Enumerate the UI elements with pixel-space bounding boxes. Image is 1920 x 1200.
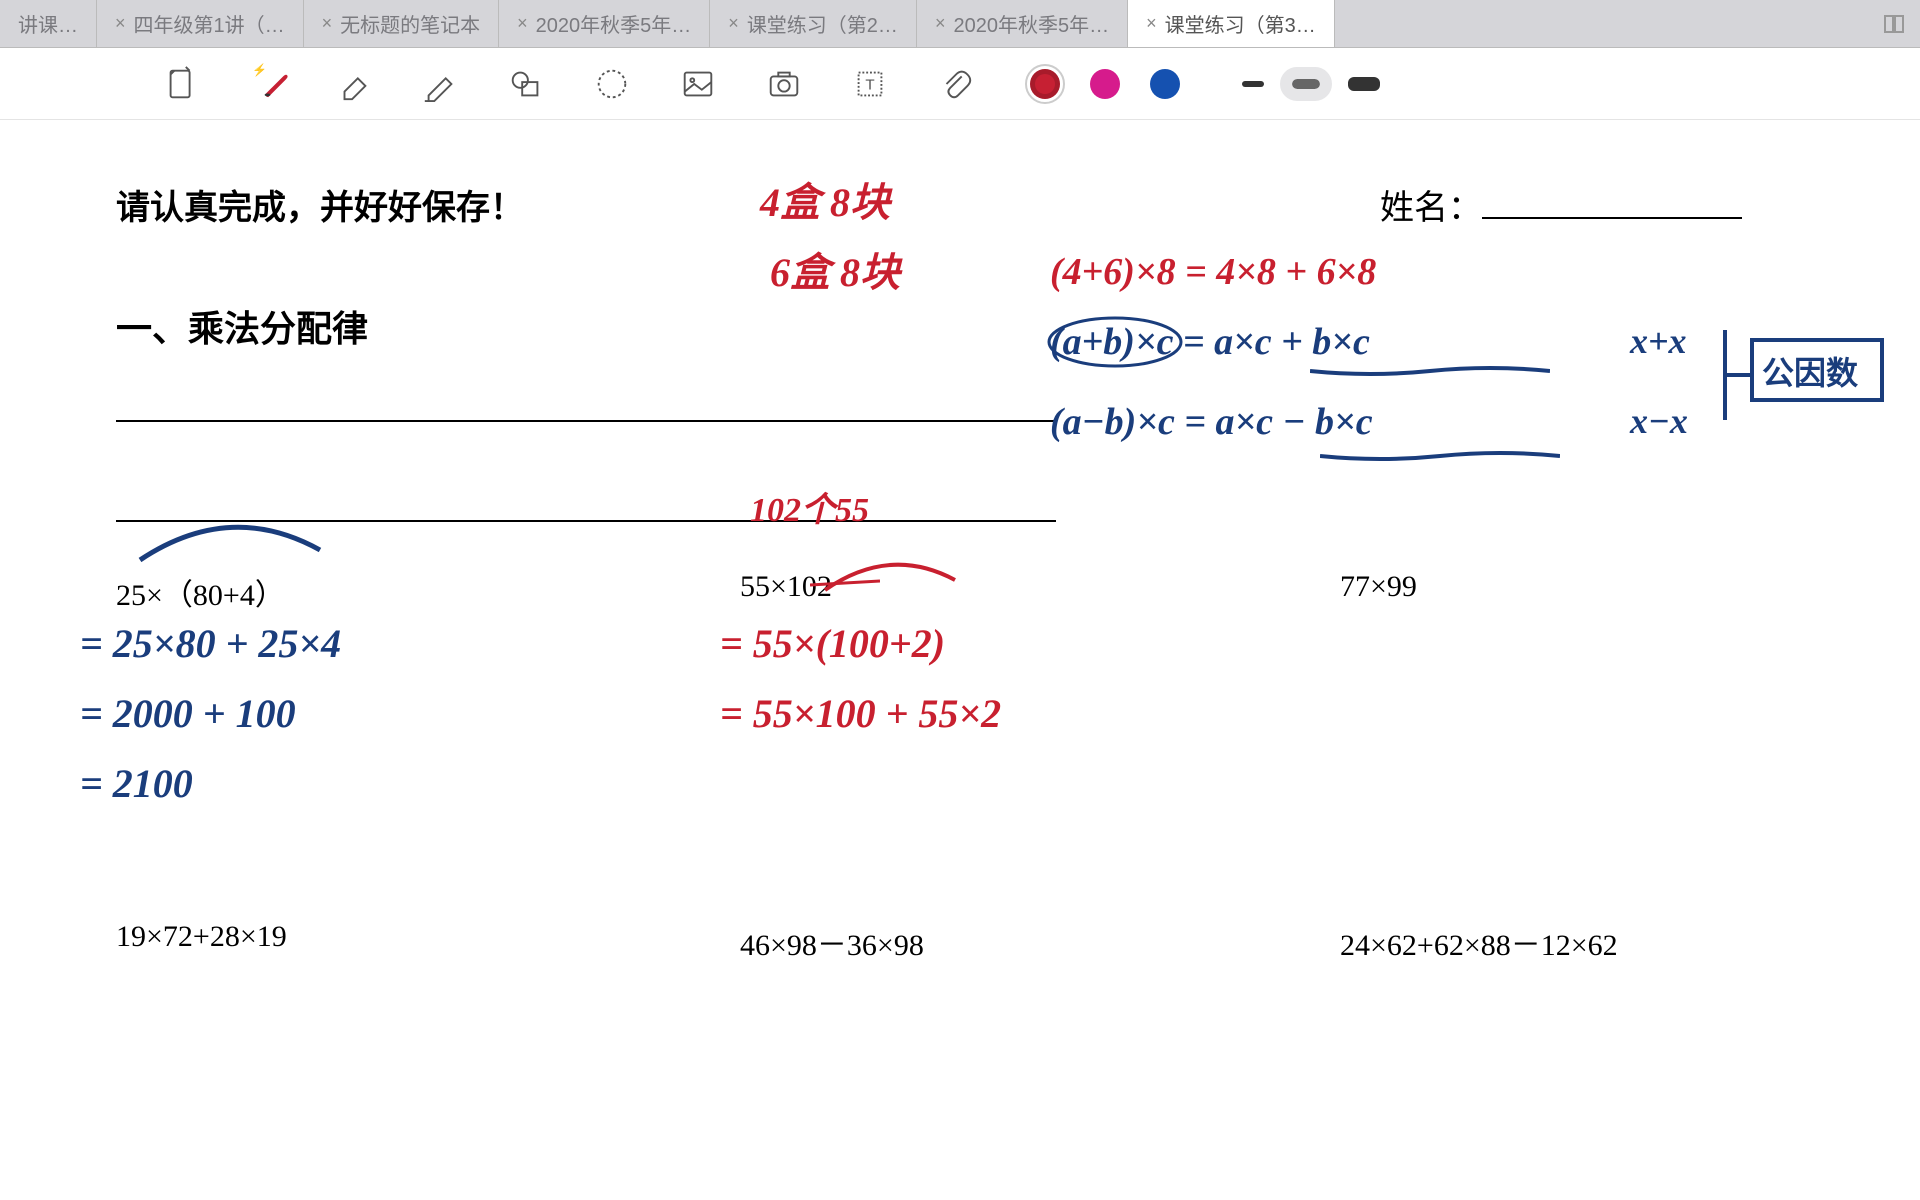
handwriting-stroke: [1310, 365, 1550, 379]
worksheet-header: 请认真完成，并好好保存！: [116, 180, 524, 229]
tab-2[interactable]: × 无标题的笔记本: [304, 0, 500, 47]
color-red[interactable]: [1030, 69, 1060, 99]
color-palette: [1030, 69, 1180, 99]
close-icon[interactable]: ×: [115, 13, 126, 34]
tab-label: 2020年秋季5年…: [953, 9, 1109, 38]
handwriting-blue: x−x: [1630, 400, 1688, 442]
tab-0[interactable]: 讲课…: [0, 0, 97, 47]
close-icon[interactable]: ×: [517, 13, 528, 34]
lasso-tool-icon[interactable]: [590, 62, 634, 106]
handwriting-blue: 公因数: [1762, 348, 1858, 394]
tab-label: 课堂练习（第3…: [1165, 9, 1316, 38]
toolbar: ⚡ T: [0, 48, 1920, 120]
handwriting-blue: = 25×80 + 25×4: [80, 620, 341, 667]
rule-line: [116, 420, 1056, 422]
handwriting-stroke: [810, 575, 880, 595]
tab-label: 2020年秋季5年…: [536, 9, 692, 38]
thickness-medium[interactable]: [1292, 79, 1320, 89]
text-tool-icon[interactable]: T: [848, 62, 892, 106]
close-icon[interactable]: ×: [322, 13, 333, 34]
camera-tool-icon[interactable]: [762, 62, 806, 106]
tab-label: 课堂练习（第2…: [747, 9, 898, 38]
handwriting-red: 6盒 8块: [770, 240, 900, 298]
handwriting-red: = 55×(100+2): [720, 620, 945, 667]
attachment-tool-icon[interactable]: [934, 62, 978, 106]
handwriting-stroke: [130, 510, 330, 570]
thickness-small[interactable]: [1242, 81, 1264, 87]
tab-label: 无标题的笔记本: [340, 9, 480, 38]
problem-4: 19×72+28×19: [116, 920, 287, 954]
handwriting-red: = 55×100 + 55×2: [720, 690, 1001, 737]
eraser-tool-icon[interactable]: [332, 62, 376, 106]
handwriting-blue: x+x: [1630, 320, 1687, 362]
handwriting-blue: (a−b)×c = a×c − b×c: [1050, 400, 1373, 444]
bluetooth-icon: ⚡: [252, 63, 267, 77]
handwriting-stroke: [1045, 315, 1185, 370]
page-tool-icon[interactable]: [160, 62, 204, 106]
handwriting-red: (4+6)×8 = 4×8 + 6×8: [1050, 250, 1376, 294]
problem-6: 24×62+62×88－12×62: [1340, 920, 1618, 964]
canvas[interactable]: 请认真完成，并好好保存！ 姓名： 一、乘法分配律 25×（80+4） 55×10…: [0, 120, 1920, 1200]
shapes-tool-icon[interactable]: [504, 62, 548, 106]
tab-label: 四年级第1讲（…: [134, 9, 285, 38]
problem-3: 77×99: [1340, 570, 1417, 604]
handwriting-blue: = 2000 + 100: [80, 690, 296, 737]
tab-1[interactable]: × 四年级第1讲（…: [97, 0, 304, 47]
close-icon[interactable]: ×: [728, 13, 739, 34]
problem-1: 25×（80+4）: [116, 570, 285, 614]
thickness-large[interactable]: [1348, 77, 1380, 91]
close-icon[interactable]: ×: [935, 13, 946, 34]
color-magenta[interactable]: [1090, 69, 1120, 99]
tab-label: 讲课…: [18, 9, 78, 38]
problem-5: 46×98－36×98: [740, 920, 924, 964]
section-title: 一、乘法分配律: [116, 300, 368, 352]
handwriting-stroke: [1320, 450, 1560, 464]
tab-bar: 讲课… × 四年级第1讲（… × 无标题的笔记本 × 2020年秋季5年… × 课堂练习…: [0, 0, 1920, 48]
tab-6-active[interactable]: × 课堂练习（第3…: [1128, 0, 1335, 47]
tab-4[interactable]: × 课堂练习（第2…: [710, 0, 917, 47]
svg-text:T: T: [865, 76, 874, 93]
handwriting-blue: = 2100: [80, 760, 193, 807]
tab-3[interactable]: × 2020年秋季5年…: [499, 0, 710, 47]
handwriting-red: 102个55: [750, 482, 869, 531]
thickness-picker: [1242, 77, 1380, 91]
handwriting-red: 4盒 8块: [760, 170, 890, 228]
color-blue[interactable]: [1150, 69, 1180, 99]
name-label: 姓名：: [1380, 180, 1742, 229]
window-layout-icon[interactable]: [1868, 0, 1920, 47]
pen-tool-icon[interactable]: ⚡: [246, 62, 290, 106]
tab-5[interactable]: × 2020年秋季5年…: [917, 0, 1128, 47]
image-tool-icon[interactable]: [676, 62, 720, 106]
close-icon[interactable]: ×: [1146, 13, 1157, 34]
highlighter-tool-icon[interactable]: [418, 62, 462, 106]
